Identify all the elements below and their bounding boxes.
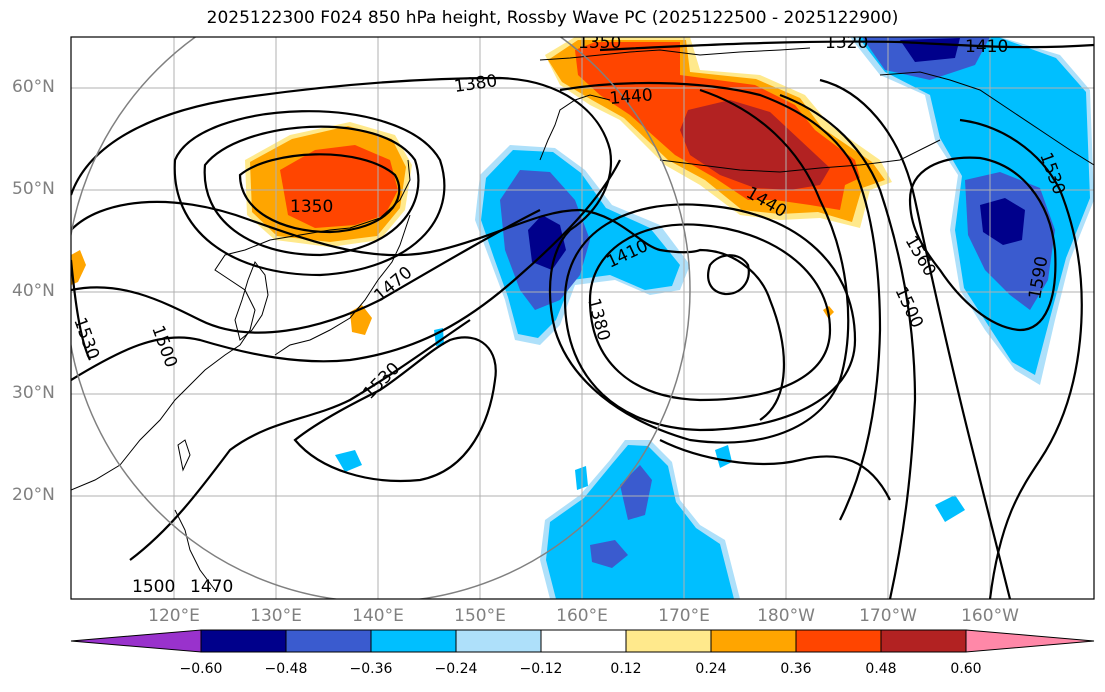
colorbar-tick-label: 0.60 — [950, 661, 982, 677]
contour-1380 — [71, 76, 850, 444]
colorbar-tick-label: −0.48 — [264, 661, 308, 677]
colorbar-segment — [795, 629, 882, 653]
contour-label: 1350 — [578, 33, 621, 53]
shading-pos-edge-west — [71, 250, 86, 285]
lat-label-40n: 40°N — [12, 281, 55, 301]
colorbar-segment — [370, 629, 457, 653]
colorbar-tick-label: −0.24 — [434, 661, 478, 677]
colorbar-tick-label: 0.12 — [610, 661, 642, 677]
contour-1410 — [71, 200, 785, 421]
shading-neg-darkblue-center — [528, 215, 566, 270]
contour-label: 1410 — [965, 37, 1008, 57]
shading-neg-blue-south-2 — [590, 540, 628, 568]
lat-label-30n: 30°N — [12, 383, 55, 403]
coast-korea — [234, 260, 269, 341]
shading-neg-small-2 — [715, 445, 732, 468]
coast-arctic — [539, 47, 811, 61]
contour-high-center-1 — [588, 223, 832, 402]
height-contours — [71, 40, 1094, 599]
contour-high-center-inner — [707, 254, 750, 296]
lon-label-170e: 170°E — [658, 606, 710, 626]
shading-pos-japan-spot — [350, 305, 372, 335]
contour-label: 1500 — [132, 577, 175, 597]
shading-neg-small-1 — [935, 495, 965, 522]
map-frame — [70, 36, 1095, 600]
colorbar-tick-label: 0.36 — [780, 661, 812, 677]
colorbar-tick-label: −0.12 — [519, 661, 563, 677]
lon-label-130e: 130°E — [250, 606, 302, 626]
contour-high-center-2 — [563, 203, 857, 432]
lon-label-120e: 120°E — [148, 606, 200, 626]
contour-1530-south — [129, 319, 471, 561]
coast-kamchatka — [539, 94, 611, 161]
contour-1500-east — [779, 93, 917, 599]
contour-1470 — [71, 209, 541, 334]
shading-neg-darkblue-east — [980, 198, 1025, 245]
colorbar-segment — [880, 629, 967, 653]
shading-neg-blue-south-1 — [620, 465, 652, 520]
colorbar-tick-label: 0.24 — [695, 661, 727, 677]
radius-circle — [71, 37, 691, 599]
colorbar-segment — [540, 629, 627, 653]
contour-1530-west — [71, 259, 91, 361]
shading-neg-light-south-small — [335, 450, 362, 472]
contour-low-west-inner — [238, 153, 401, 234]
contour-1590 — [959, 118, 1083, 599]
contour-low-west-2 — [203, 125, 420, 257]
coast-taiwan — [177, 439, 191, 472]
contour-low-west-3 — [173, 110, 446, 277]
lat-label-20n: 20°N — [12, 485, 55, 505]
coast-japan — [274, 214, 411, 356]
colorbar-segment — [625, 629, 712, 653]
lon-label-150e: 150°E — [454, 606, 506, 626]
lon-label-170w: 170°W — [859, 606, 917, 626]
lon-label-180w: 180°W — [757, 606, 815, 626]
contour-high-east-1 — [908, 156, 1057, 332]
contour-1440 — [559, 81, 882, 521]
coast-philippines — [174, 509, 216, 591]
colorbar-tick-label: −0.36 — [349, 661, 393, 677]
colorbar-arrow-left — [70, 629, 202, 653]
contour-north-1 — [599, 40, 1094, 52]
lat-label-50n: 50°N — [12, 179, 55, 199]
colorbar-tick-label: 0.48 — [865, 661, 897, 677]
contour-label: 1440 — [609, 85, 654, 109]
lon-label-160w: 160°W — [961, 606, 1019, 626]
shading-pos-red-west — [280, 145, 398, 228]
contour-south-loop — [293, 336, 497, 482]
coast-alaska — [879, 71, 1094, 166]
coast-aleutians — [659, 139, 941, 173]
contour-1560 — [819, 78, 1012, 599]
colorbar-segment — [455, 629, 542, 653]
colorbar — [70, 629, 1095, 653]
colorbar-segment — [710, 629, 797, 653]
contour-label: 1320 — [825, 33, 868, 53]
contour-label: 1350 — [290, 197, 333, 217]
contour-south-east — [659, 439, 891, 501]
positive-anomaly-shading — [71, 37, 892, 335]
lat-label-60n: 60°N — [12, 77, 55, 97]
colorbar-segment — [285, 629, 372, 653]
map-title: 2025122300 F024 850 hPa height, Rossby W… — [206, 8, 899, 28]
lon-label-160e: 160°E — [556, 606, 608, 626]
contour-label: 1470 — [190, 577, 233, 597]
colorbar-segment — [200, 629, 287, 653]
colorbar-tick-label: −0.60 — [179, 661, 223, 677]
lon-label-140e: 140°E — [352, 606, 404, 626]
coastlines — [71, 47, 1094, 591]
colorbar-arrow-right — [965, 629, 1095, 653]
contour-1500-west — [71, 159, 621, 381]
